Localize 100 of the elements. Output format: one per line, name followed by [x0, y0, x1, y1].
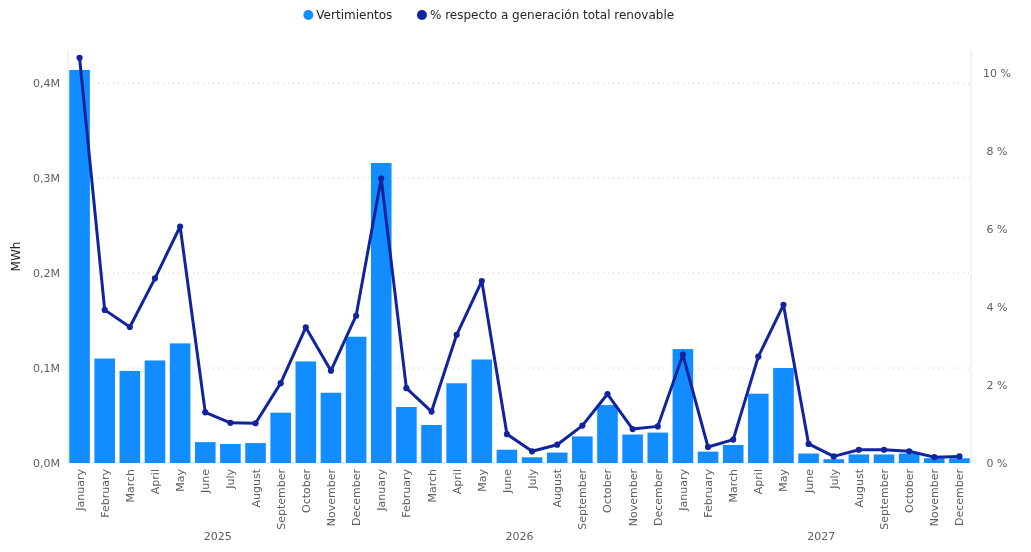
- point: [579, 422, 586, 429]
- point: [126, 323, 133, 331]
- x-tick-label: April: [450, 469, 464, 495]
- bar: [245, 443, 266, 463]
- text: 2026: [505, 530, 534, 543]
- bar: [848, 454, 870, 463]
- point: [227, 419, 234, 426]
- bar: [345, 336, 367, 463]
- point: [151, 275, 159, 282]
- point: [830, 453, 837, 460]
- legend-label: % respecto a generación total renovable: [429, 8, 675, 23]
- x-tick-label: May: [475, 468, 489, 492]
- bar: [396, 406, 417, 463]
- y-tick-label: 0,4M: [33, 77, 60, 91]
- point: [855, 446, 862, 453]
- y-tick-label: 0,0M: [33, 456, 60, 470]
- x-tick-label: February: [702, 468, 716, 518]
- point: [353, 312, 360, 319]
- point: [730, 436, 737, 443]
- bar: [270, 412, 291, 463]
- bar: [320, 392, 342, 463]
- y-tick-label: 0,3M: [33, 172, 60, 186]
- point: [654, 423, 661, 430]
- x-tick-label: January: [676, 468, 690, 512]
- bar: [697, 451, 719, 463]
- point: [906, 448, 913, 455]
- x-tick-label: July: [526, 468, 540, 490]
- x-tick-label: April: [148, 469, 162, 495]
- x-tick-label: January: [73, 468, 87, 512]
- bar: [773, 368, 794, 463]
- x-tick-label: September: [576, 468, 590, 530]
- point: [403, 385, 410, 392]
- point: [478, 277, 485, 285]
- y2-tick-label: 10 %: [983, 67, 1011, 81]
- x-tick-label: July: [827, 468, 841, 490]
- x-tick-label: March: [727, 468, 741, 503]
- x-tick-label: April: [752, 469, 766, 495]
- point: [202, 409, 209, 416]
- point: [177, 223, 184, 230]
- x-tick-label: May: [777, 468, 791, 492]
- point: [805, 440, 812, 447]
- point: [956, 453, 963, 460]
- y2-tick-label: 0 %: [986, 456, 1008, 470]
- x-tick-label: September: [878, 468, 892, 530]
- bar: [421, 425, 442, 463]
- y2-tick-label: 6 %: [986, 223, 1008, 237]
- bar: [722, 444, 744, 463]
- y-tick-label: 0,1M: [33, 361, 60, 375]
- bar: [69, 69, 90, 463]
- x-tick-label: December: [651, 468, 665, 527]
- bar: [949, 458, 970, 463]
- bar: [220, 444, 241, 463]
- bar: [144, 360, 166, 463]
- bar: [622, 434, 643, 463]
- y2-tick-label: 4 %: [986, 301, 1008, 314]
- point: [554, 441, 561, 448]
- bar: [823, 459, 845, 463]
- point: [428, 408, 435, 415]
- bar: [748, 393, 769, 463]
- point: [277, 380, 284, 387]
- x-tick-label: October: [601, 468, 615, 514]
- y2-tick-label: 8 %: [986, 145, 1008, 159]
- x-tick-label: August: [551, 468, 565, 508]
- point: [755, 353, 762, 360]
- y-tick-label: 0,2M: [33, 266, 60, 280]
- bar: [898, 453, 920, 463]
- point: [629, 426, 636, 433]
- x-tick-label: October: [903, 468, 917, 514]
- point: [453, 331, 460, 338]
- x-tick-label: July: [224, 468, 238, 490]
- x-tick-label: May: [174, 468, 188, 492]
- point: [704, 443, 712, 451]
- bar: [446, 383, 467, 463]
- point: [101, 306, 108, 313]
- x-tick-label: December: [350, 468, 364, 527]
- bar: [119, 370, 141, 463]
- point: [931, 454, 938, 461]
- x-tick-label: January: [375, 468, 389, 512]
- bar: [370, 162, 392, 463]
- x-tick-label: March: [425, 468, 439, 503]
- bar: [94, 358, 116, 463]
- point: [679, 351, 686, 358]
- point: [880, 446, 888, 453]
- point: [528, 448, 536, 455]
- x-tick-label: August: [249, 468, 263, 508]
- x-tick-label: September: [274, 468, 288, 530]
- legend-label: Vertimientos: [316, 8, 393, 23]
- bar: [521, 457, 543, 463]
- y-axis-title: MWh: [9, 241, 23, 272]
- x-tick-label: June: [199, 468, 213, 494]
- bar: [597, 405, 618, 463]
- bar: [798, 453, 819, 463]
- y2-tick-label: 2 %: [986, 378, 1008, 392]
- bar: [169, 343, 191, 463]
- bar: [647, 432, 669, 463]
- x-tick-label: November: [324, 468, 338, 527]
- x-tick-label: November: [928, 468, 942, 527]
- point: [378, 175, 385, 182]
- x-tick-label: February: [400, 468, 414, 518]
- bar: [572, 436, 593, 463]
